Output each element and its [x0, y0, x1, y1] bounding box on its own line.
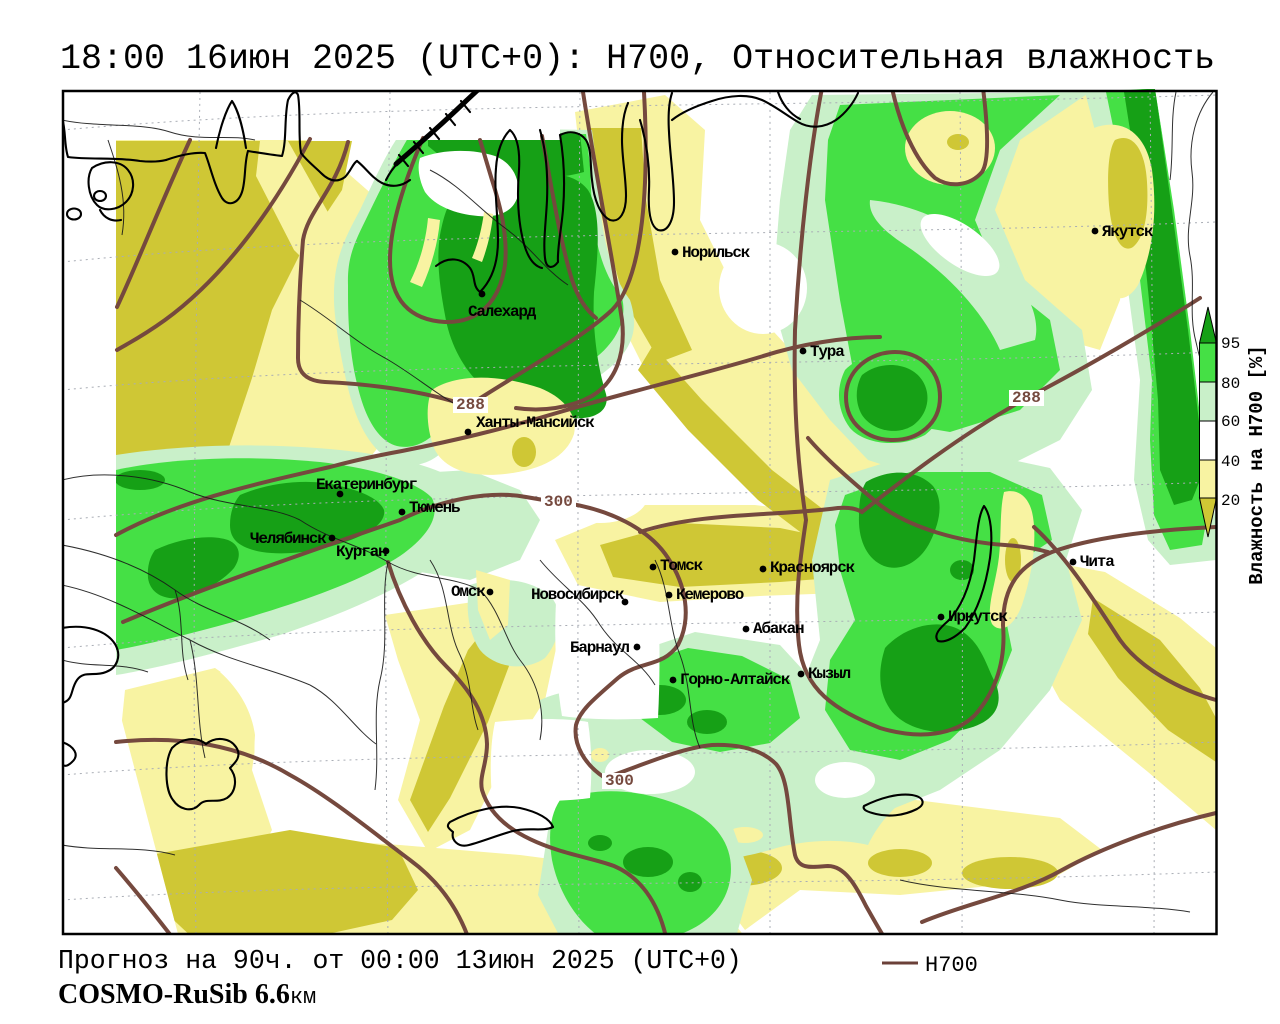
svg-text:Ханты-Мансийск: Ханты-Мансийск	[476, 414, 595, 432]
svg-text:Влажность на H700 [%]: Влажность на H700 [%]	[1246, 345, 1268, 584]
svg-text:Челябинск: Челябинск	[250, 530, 327, 548]
svg-text:288: 288	[456, 396, 485, 414]
svg-text:H700: H700	[925, 953, 978, 978]
svg-text:Кызыл: Кызыл	[808, 665, 851, 683]
svg-text:Красноярск: Красноярск	[770, 559, 856, 577]
svg-text:80: 80	[1221, 375, 1240, 393]
svg-text:18:00 16июн 2025 (UTC+0): H700: 18:00 16июн 2025 (UTC+0): H700, Относите…	[60, 39, 1215, 79]
svg-text:300: 300	[544, 493, 573, 511]
svg-text:40: 40	[1221, 453, 1240, 471]
svg-text:Томск: Томск	[660, 557, 704, 575]
svg-text:Барнаул: Барнаул	[570, 639, 629, 657]
svg-text:Горно-Алтайск: Горно-Алтайск	[680, 671, 791, 689]
svg-text:Новосибирск: Новосибирск	[531, 586, 625, 604]
svg-text:Тюмень: Тюмень	[409, 499, 460, 517]
svg-text:Салехард: Салехард	[468, 303, 537, 321]
svg-text:Иркутск: Иркутск	[948, 608, 1008, 626]
svg-text:Курган: Курган	[336, 543, 387, 561]
svg-text:Норильск: Норильск	[682, 244, 751, 262]
svg-text:Якутск: Якутск	[1102, 223, 1154, 241]
svg-text:Екатеринбург: Екатеринбург	[316, 476, 417, 494]
svg-text:95: 95	[1221, 335, 1240, 353]
svg-text:Омск: Омск	[451, 583, 486, 601]
svg-text:Тура: Тура	[810, 343, 845, 361]
svg-text:300: 300	[605, 772, 634, 790]
svg-text:Прогноз на 90ч. от 00:00 13июн: Прогноз на 90ч. от 00:00 13июн 2025 (UTC…	[58, 946, 742, 976]
svg-text:Кемерово: Кемерово	[676, 586, 744, 604]
svg-text:60: 60	[1221, 413, 1240, 431]
svg-text:288: 288	[1012, 389, 1041, 407]
svg-text:COSMO-RuSib 6.6км: COSMO-RuSib 6.6км	[58, 979, 316, 1010]
svg-text:Чита: Чита	[1080, 553, 1115, 571]
svg-text:Абакан: Абакан	[753, 620, 804, 638]
svg-text:20: 20	[1221, 492, 1240, 510]
